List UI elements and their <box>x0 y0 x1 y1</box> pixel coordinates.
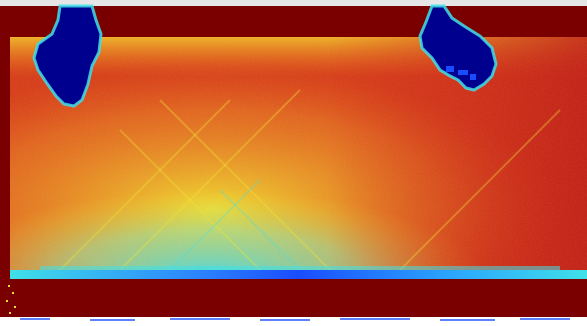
lower-background <box>10 279 587 317</box>
right-cold-spot <box>418 4 498 92</box>
bottom-strip-noise <box>20 318 570 321</box>
top-border-strip <box>0 0 587 6</box>
bottom-left-speckles <box>6 285 16 314</box>
noise-texture <box>10 37 587 277</box>
left-cold-spot <box>32 4 103 108</box>
bottom-cyan-edge <box>40 266 560 270</box>
bottom-border-strip <box>0 317 587 326</box>
right-cold-spot-speckles <box>446 66 476 80</box>
bottom-cool-band <box>10 270 587 279</box>
